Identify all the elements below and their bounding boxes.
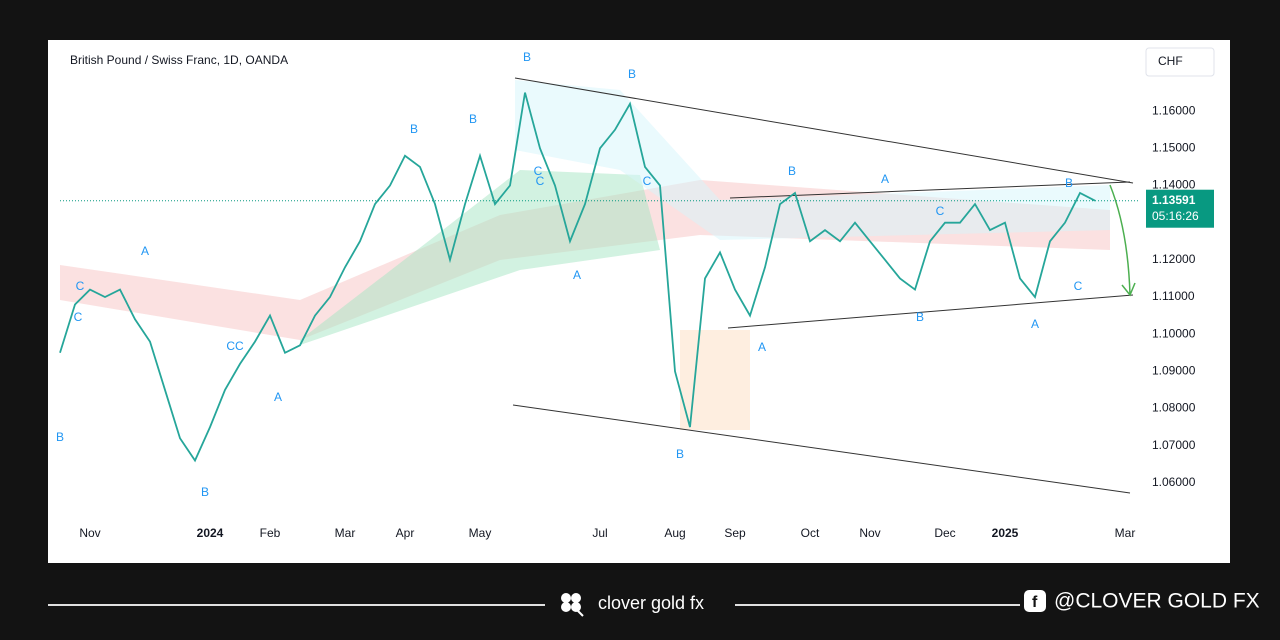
y-tick-label: 1.16000 xyxy=(1152,103,1196,117)
wave-label: B xyxy=(788,164,796,178)
x-tick-label: Nov xyxy=(859,526,880,540)
footer-brand: clover gold fx xyxy=(598,593,704,613)
x-tick-label: Oct xyxy=(801,526,820,540)
wave-label: A xyxy=(881,172,889,186)
footer-handle: @CLOVER GOLD FX xyxy=(1054,590,1260,613)
wave-label: CC xyxy=(226,339,244,353)
x-tick-label: Apr xyxy=(396,526,415,540)
wave-label: B xyxy=(410,122,418,136)
trend-line xyxy=(514,77,1134,184)
x-tick-label: Mar xyxy=(335,526,356,540)
wave-label: C xyxy=(76,279,85,293)
y-tick-label: 1.14000 xyxy=(1152,178,1196,192)
wave-label: B xyxy=(676,447,684,461)
y-tick-label: 1.11000 xyxy=(1152,289,1195,303)
price-tag xyxy=(1146,189,1214,228)
band-cyan xyxy=(515,80,1110,240)
x-tick-label: 2024 xyxy=(197,526,224,540)
wave-label: B xyxy=(523,50,531,64)
wave-label: B xyxy=(916,310,924,324)
price-line xyxy=(59,92,1096,463)
wave-label: C xyxy=(534,164,543,178)
y-tick-label: 1.06000 xyxy=(1152,475,1196,489)
x-tick-label: Jul xyxy=(592,526,607,540)
x-tick-label: May xyxy=(469,526,492,540)
wave-label: B xyxy=(1065,176,1073,190)
x-tick-label: Feb xyxy=(260,526,281,540)
currency-box xyxy=(1145,47,1215,77)
y-tick-label: 1.08000 xyxy=(1152,401,1196,415)
wave-label: C xyxy=(1074,279,1083,293)
price-tag-value: 1.13591 xyxy=(1152,193,1196,207)
facebook-icon: f xyxy=(1024,590,1046,612)
wave-label: A xyxy=(1031,317,1039,331)
y-tick-label: 1.07000 xyxy=(1152,438,1196,452)
x-tick-label: Mar xyxy=(1115,526,1136,540)
wave-label: C xyxy=(74,310,83,324)
wave-label: C xyxy=(936,204,945,218)
wave-label: B xyxy=(469,112,477,126)
chart-title: British Pound / Swiss Franc, 1D, OANDA xyxy=(70,53,288,67)
x-tick-label: Aug xyxy=(664,526,685,540)
wave-label: A xyxy=(274,390,282,404)
countdown: 05:16:26 xyxy=(1152,209,1199,223)
x-tick-label: Nov xyxy=(79,526,100,540)
x-tick-label: 2025 xyxy=(992,526,1019,540)
clover-icon xyxy=(561,593,584,617)
y-tick-label: 1.10000 xyxy=(1152,326,1196,340)
y-tick-label: 1.15000 xyxy=(1152,141,1196,155)
x-tick-label: Dec xyxy=(934,526,955,540)
wave-label: A xyxy=(573,268,581,282)
wave-label: B xyxy=(201,485,209,499)
cloud-green xyxy=(300,170,660,345)
y-tick-label: 1.12000 xyxy=(1152,252,1196,266)
projection-arrow xyxy=(1109,184,1136,297)
trend-line xyxy=(512,404,1131,494)
y-tick-label: 1.09000 xyxy=(1152,364,1196,378)
x-tick-label: Sep xyxy=(724,526,746,540)
wave-label: C xyxy=(643,174,652,188)
plot: 1.06000 1.07000 1.08000 1.09000 1.10000 1.110… xyxy=(56,50,1214,540)
wave-label: B xyxy=(628,67,636,81)
currency: CHF xyxy=(1158,54,1183,68)
svg-text:f: f xyxy=(1032,594,1038,611)
wave-label: B xyxy=(56,430,64,444)
wave-label: A xyxy=(758,340,766,354)
trend-line xyxy=(727,294,1134,329)
wave-label: A xyxy=(141,244,149,258)
wave-label: C xyxy=(536,174,545,188)
